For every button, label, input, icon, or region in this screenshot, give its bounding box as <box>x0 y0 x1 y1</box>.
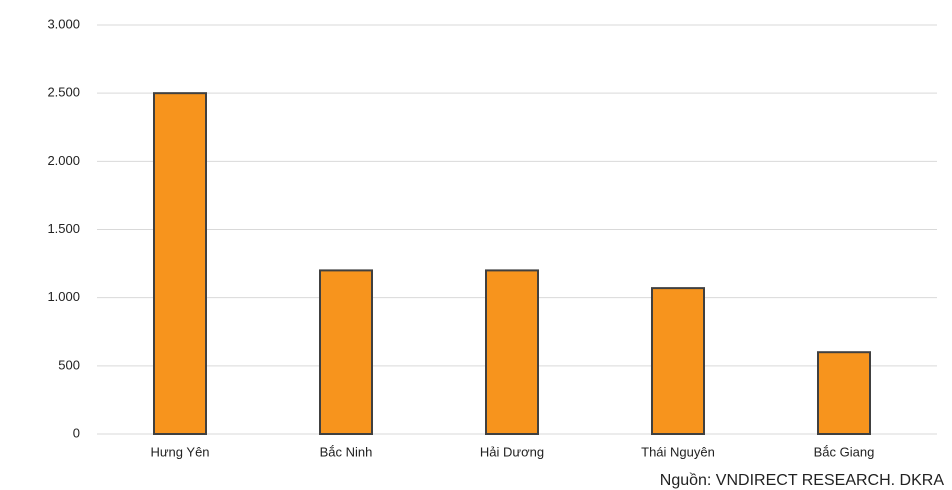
x-tick-label: Hưng Yên <box>150 444 209 459</box>
source-note: Nguồn: VNDIRECT RESEARCH. DKRA <box>660 472 945 489</box>
bar <box>817 351 871 436</box>
x-tick-label: Bắc Ninh <box>320 444 373 459</box>
y-tick-label: 3.000 <box>47 16 80 31</box>
y-tick-label: 0 <box>73 425 80 440</box>
bar <box>485 269 539 435</box>
bar <box>651 287 705 435</box>
bar <box>319 269 373 435</box>
y-tick-label: 2.000 <box>47 153 80 168</box>
y-tick-label: 500 <box>58 357 80 372</box>
y-tick-label: 1.000 <box>47 289 80 304</box>
x-tick-label: Thái Nguyên <box>641 444 715 459</box>
x-tick-label: Bắc Giang <box>814 444 875 459</box>
x-tick-label: Hải Dương <box>480 444 544 459</box>
y-tick-label: 2.500 <box>47 85 80 100</box>
bar <box>153 92 207 436</box>
y-tick-label: 1.500 <box>47 221 80 236</box>
